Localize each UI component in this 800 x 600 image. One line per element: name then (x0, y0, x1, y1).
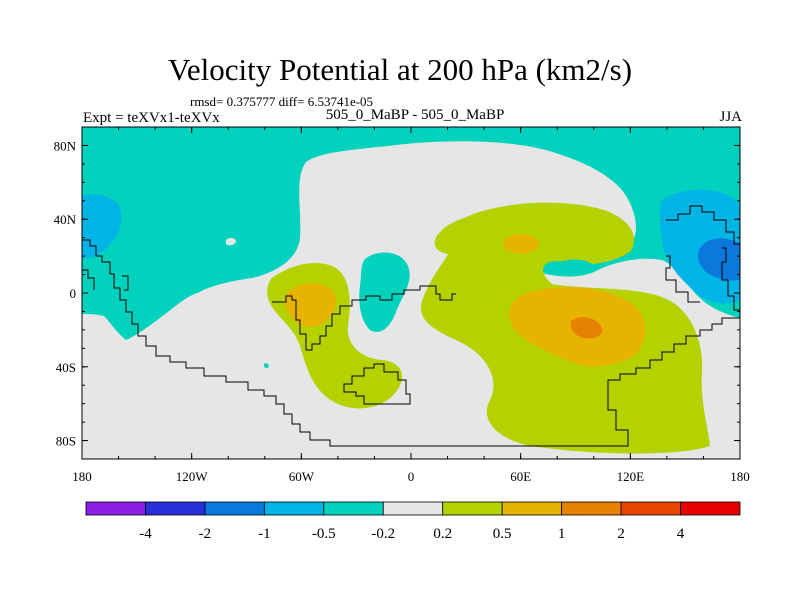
contour-patch (347, 364, 400, 400)
colorbar-swatch (204, 501, 265, 516)
colorbar-label: 4 (677, 526, 685, 542)
colorbar-label: -2 (199, 526, 212, 542)
colorbar-swatch (501, 501, 563, 516)
colorbar-label: -1 (258, 526, 271, 542)
contour-patch (554, 259, 593, 274)
colorbar-label: 1 (558, 526, 566, 542)
colorbar-swatch (442, 501, 503, 516)
contour-patch (263, 363, 269, 369)
x-tick-label: 60E (510, 469, 531, 484)
y-tick-label: 80S (56, 434, 76, 449)
colorbar-label: -4 (139, 526, 152, 542)
indian-ocean-peak (570, 317, 603, 339)
y-tick-label: 40S (56, 360, 76, 375)
chart-title: Velocity Potential at 200 hPa (km2/s) (167, 52, 633, 87)
left-label: Expt = teXVx1-teXVx (83, 110, 220, 126)
coastline (666, 205, 740, 245)
colorbar-swatch (680, 501, 741, 516)
colorbar-label: 2 (617, 526, 625, 542)
north-polar-band (82, 127, 740, 340)
colorbar-swatch (85, 501, 146, 516)
x-tick-label: 120E (617, 469, 645, 484)
x-tick-label: 0 (408, 469, 415, 484)
contour-patch (226, 237, 236, 246)
coastline (721, 247, 740, 311)
y-tick-label: 0 (70, 286, 77, 301)
contour-map (82, 127, 740, 459)
x-tick-label: 120W (176, 469, 209, 484)
center-label: 505_0_MaBP - 505_0_MaBP (325, 107, 505, 123)
contour-patch (697, 238, 740, 281)
colorbar-label: -0.5 (312, 526, 336, 542)
x-tick-label: 180 (730, 469, 750, 484)
colorbar-swatch (263, 501, 325, 516)
coastline (82, 239, 740, 447)
y-tick-label: 40N (54, 212, 77, 227)
colorbar-swatch (323, 501, 384, 516)
coastlines (82, 205, 740, 447)
coastline (82, 269, 95, 290)
east-pacific-negative (162, 242, 215, 295)
coastline (122, 275, 129, 291)
colorbar-swatch (145, 501, 206, 516)
colorbar-label: -0.2 (371, 526, 395, 542)
x-tick-label: 60W (289, 469, 315, 484)
coastline (272, 285, 456, 351)
colorbar-swatch (561, 501, 622, 516)
colorbar-label: 0.2 (433, 526, 452, 542)
colorbar-swatch (382, 501, 444, 516)
right-label: JJA (719, 109, 742, 125)
y-tick-label: 80N (54, 138, 77, 153)
coastline (665, 255, 700, 303)
coastline (343, 363, 411, 405)
colorbar-label: 0.5 (493, 526, 512, 542)
contour-patch (82, 194, 122, 258)
stats-text: rmsd= 0.375777 diff= 6.53741e-05 (190, 94, 374, 109)
atlantic-negative (359, 252, 410, 332)
contour-patch (284, 283, 337, 327)
contour-patch (502, 234, 539, 254)
x-tick-label: 180 (72, 469, 92, 484)
colorbar-swatch (620, 501, 681, 516)
